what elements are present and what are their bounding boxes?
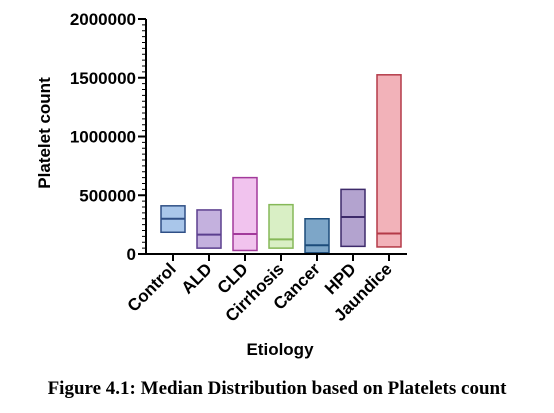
box-jaundice xyxy=(376,74,402,248)
x-tick-label: Control xyxy=(124,259,180,315)
box-rect xyxy=(232,176,258,252)
box-hpd xyxy=(340,188,366,248)
box-ald xyxy=(196,209,222,249)
y-tick-label: 1000000 xyxy=(70,128,136,147)
box-cirrhosis xyxy=(268,203,294,249)
box-cld xyxy=(232,176,258,252)
box-rect xyxy=(304,218,330,254)
y-axis-label: Platelet count xyxy=(35,77,54,189)
y-tick-label: 2000000 xyxy=(70,10,136,29)
figure-caption: Figure 4.1: Median Distribution based on… xyxy=(47,378,507,399)
y-tick-label: 500000 xyxy=(79,186,136,205)
x-axis-label: Etiology xyxy=(246,340,314,359)
y-tick-label: 1500000 xyxy=(70,69,136,88)
box-chart: 0 500000 1000000 1500000 2000000 ControlALDC… xyxy=(35,10,407,359)
x-tick-label: ALD xyxy=(178,259,216,297)
box-rect xyxy=(376,74,402,248)
box-rect xyxy=(196,209,222,249)
y-tick-label: 0 xyxy=(127,245,136,264)
box-rect xyxy=(268,203,294,249)
box-cancer xyxy=(304,218,330,254)
box-control xyxy=(160,205,186,234)
y-axis: 0 500000 1000000 1500000 2000000 xyxy=(70,10,147,264)
box-series xyxy=(160,74,402,254)
